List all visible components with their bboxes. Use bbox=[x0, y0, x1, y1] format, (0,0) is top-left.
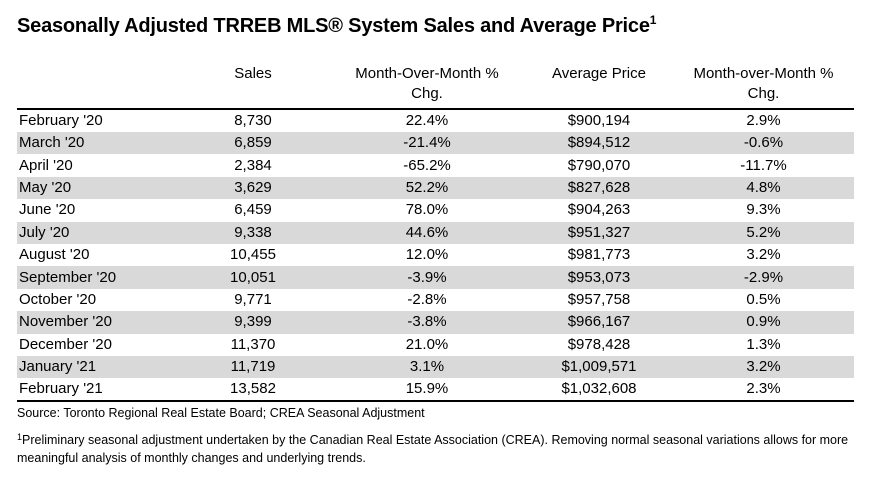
cell-avg-price: $953,073 bbox=[567, 268, 631, 286]
cell-avg-price: $981,773 bbox=[567, 246, 631, 264]
cell-sales-mom: 52.2% bbox=[405, 178, 449, 196]
cell-price-mom: 3.2% bbox=[746, 246, 781, 264]
cell-month: January '21 bbox=[19, 358, 97, 376]
footnote: 1Preliminary seasonal adjustment underta… bbox=[17, 428, 857, 467]
cell-month: June '20 bbox=[19, 201, 76, 219]
cell-avg-price: $900,194 bbox=[567, 112, 631, 129]
table-row: June '20 6,459 78.0% $904,263 9.3% bbox=[17, 199, 854, 221]
cell-sales-mom: -3.9% bbox=[407, 268, 447, 286]
cell-sales: 8,730 bbox=[234, 112, 272, 129]
cell-month: February '21 bbox=[17, 378, 177, 403]
footnote-marker: 1 bbox=[17, 432, 23, 442]
cell-sales-mom: -3.8% bbox=[407, 313, 447, 331]
cell-price-mom: 2.9% bbox=[746, 112, 781, 129]
table-row: July '20 9,338 44.6% $951,327 5.2% bbox=[17, 221, 854, 244]
cell-sales-mom: -65.2% bbox=[403, 156, 451, 174]
cell-month: October '20 bbox=[19, 290, 97, 308]
table-row: April '20 2,384 -65.2% $790,070 -11.7% bbox=[17, 154, 854, 176]
cell-sales: 2,384 bbox=[234, 156, 272, 174]
header-sales: Sales bbox=[177, 64, 329, 110]
cell-sales-mom: 3.1% bbox=[409, 358, 445, 376]
cell-avg-price: $978,428 bbox=[567, 335, 631, 353]
cell-sales: 9,338 bbox=[234, 223, 272, 241]
table-row: January '21 11,719 3.1% $1,009,571 3.2% bbox=[17, 355, 854, 379]
header-sales-mom: Month-Over-Month % Chg. bbox=[329, 64, 525, 110]
cell-sales: 6,859 bbox=[234, 134, 272, 152]
table-row: February '20 8,730 22.4% $900,194 2.9% bbox=[17, 109, 854, 132]
cell-month: July '20 bbox=[19, 223, 70, 241]
cell-sales: 11,370 bbox=[230, 335, 276, 353]
cell-sales-mom: 44.6% bbox=[405, 223, 449, 241]
cell-price-mom: 3.2% bbox=[746, 358, 781, 376]
cell-sales: 11,719 bbox=[230, 358, 276, 376]
table-row: November '20 9,399 -3.8% $966,167 0.9% bbox=[17, 311, 854, 334]
cell-price-mom: 1.3% bbox=[746, 335, 781, 353]
cell-price-mom: -11.7% bbox=[740, 156, 787, 174]
table-row: March '20 6,859 -21.4% $894,512 -0.6% bbox=[17, 132, 854, 155]
page-title: Seasonally Adjusted TRREB MLS® System Sa… bbox=[17, 13, 657, 37]
cell-sales: 9,771 bbox=[234, 290, 272, 308]
cell-price-mom: -0.6% bbox=[743, 134, 784, 152]
cell-month: December '20 bbox=[19, 335, 112, 353]
cell-month: February '20 bbox=[19, 112, 103, 129]
cell-avg-price: $894,512 bbox=[567, 134, 631, 152]
cell-avg-price: $790,070 bbox=[567, 156, 631, 174]
table-row: September '20 10,051 -3.9% $953,073 -2.9% bbox=[17, 266, 854, 289]
cell-price-mom: 0.5% bbox=[746, 290, 781, 308]
cell-avg-price: $957,758 bbox=[567, 290, 631, 308]
cell-avg-price: $966,167 bbox=[567, 313, 631, 331]
cell-month: September '20 bbox=[19, 268, 117, 286]
cell-month: August '20 bbox=[19, 246, 90, 264]
cell-price-mom: 5.2% bbox=[746, 223, 781, 241]
cell-price-mom: 4.8% bbox=[746, 178, 781, 196]
cell-month: November '20 bbox=[19, 313, 112, 331]
cell-avg-price: $904,263 bbox=[567, 201, 631, 219]
cell-sales: 13,582 bbox=[177, 378, 329, 403]
cell-sales: 9,399 bbox=[234, 313, 272, 331]
cell-price-mom: -2.9% bbox=[743, 268, 784, 286]
cell-sales: 6,459 bbox=[234, 201, 272, 219]
cell-avg-price: $1,009,571 bbox=[561, 358, 637, 376]
table-header-row: Sales Month-Over-Month % Chg. Average Pr… bbox=[17, 64, 854, 110]
header-price-mom: Month-over-Month % Chg. bbox=[673, 64, 854, 110]
table-row: December '20 11,370 21.0% $978,428 1.3% bbox=[17, 334, 854, 356]
table-row: August '20 10,455 12.0% $981,773 3.2% bbox=[17, 244, 854, 266]
cell-month: May '20 bbox=[19, 178, 72, 196]
header-avg-price: Average Price bbox=[525, 64, 673, 110]
cell-price-mom: 0.9% bbox=[746, 313, 781, 331]
cell-month: April '20 bbox=[19, 156, 73, 174]
cell-avg-price: $1,032,608 bbox=[525, 378, 673, 403]
footnote-text: Preliminary seasonal adjustment undertak… bbox=[17, 433, 849, 465]
cell-avg-price: $951,327 bbox=[567, 223, 631, 241]
cell-price-mom: 9.3% bbox=[746, 201, 781, 219]
cell-sales-mom: 22.4% bbox=[405, 112, 449, 129]
cell-sales-mom: 21.0% bbox=[405, 335, 449, 353]
sales-price-table: Sales Month-Over-Month % Chg. Average Pr… bbox=[17, 64, 854, 403]
cell-sales-mom: -21.4% bbox=[403, 134, 451, 152]
cell-sales: 10,455 bbox=[230, 246, 276, 264]
header-month bbox=[17, 64, 177, 110]
cell-sales: 10,051 bbox=[230, 268, 276, 286]
cell-sales-mom: 15.9% bbox=[329, 378, 525, 403]
source-note: Source: Toronto Regional Real Estate Boa… bbox=[17, 406, 425, 420]
table-row: February '21 13,582 15.9% $1,032,608 2.3% bbox=[17, 378, 854, 403]
cell-sales-mom: 78.0% bbox=[405, 201, 449, 219]
cell-price-mom: 2.3% bbox=[673, 378, 854, 403]
cell-sales-mom: 12.0% bbox=[405, 246, 449, 264]
title-footnote-marker: 1 bbox=[649, 13, 657, 27]
table-row: May '20 3,629 52.2% $827,628 4.8% bbox=[17, 176, 854, 200]
cell-sales: 3,629 bbox=[234, 178, 272, 196]
cell-sales-mom: -2.8% bbox=[407, 290, 447, 308]
cell-month: March '20 bbox=[19, 134, 85, 152]
cell-avg-price: $827,628 bbox=[567, 178, 631, 196]
table-row: October '20 9,771 -2.8% $957,758 0.5% bbox=[17, 289, 854, 311]
